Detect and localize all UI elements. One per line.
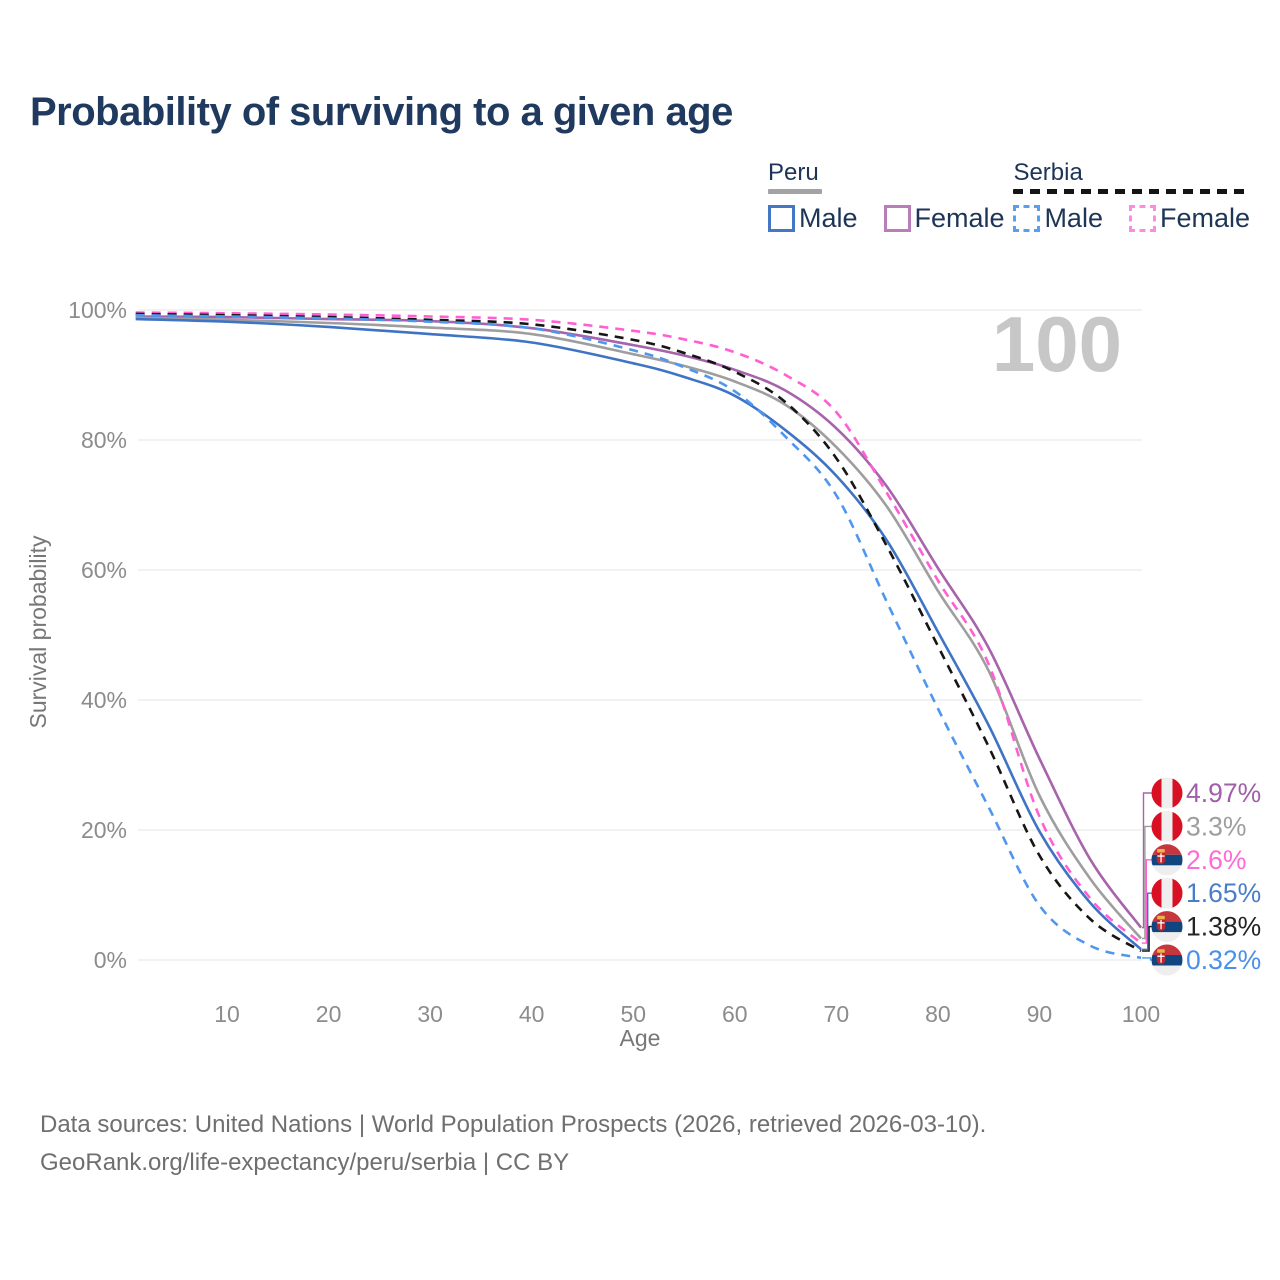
serbia-flag-icon <box>1151 844 1183 876</box>
legend-peru-line-sample <box>768 189 822 194</box>
y-tick-label: 80% <box>81 427 127 453</box>
end-label-leader <box>1142 825 1152 940</box>
y-tick-label: 40% <box>81 687 127 713</box>
legend-item-peru-female[interactable]: Female <box>883 203 1005 234</box>
end-label-leader <box>1142 925 1152 952</box>
peru-male-swatch-icon <box>768 205 795 232</box>
series-line-serbia-female[interactable] <box>135 311 1142 945</box>
end-value-label-serbia: 1.38% <box>1186 912 1261 942</box>
x-tick-label: 30 <box>417 1001 443 1027</box>
end-value-label-peru-male: 1.65% <box>1186 878 1261 908</box>
x-tick-label: 70 <box>824 1001 850 1027</box>
x-tick-label: 80 <box>925 1001 951 1027</box>
source-line: Data sources: United Nations | World Pop… <box>40 1111 987 1138</box>
legend-item-label: Female <box>914 203 1005 233</box>
series-line-peru-female[interactable] <box>135 315 1143 929</box>
age-watermark: 100 <box>992 300 1122 388</box>
peru-flag-icon <box>1151 777 1183 809</box>
gridlines <box>138 309 1142 961</box>
peru-flag-icon <box>1151 810 1183 842</box>
peru-flag-icon <box>1151 877 1183 909</box>
legend-item-peru-male[interactable]: Male <box>768 203 858 234</box>
legend-item-label: Female <box>1159 203 1250 233</box>
legend-item-label: Male <box>799 203 858 233</box>
x-tick-label: 10 <box>214 1001 240 1027</box>
peru-female-swatch-icon <box>883 205 911 232</box>
legend-item-serbia-male[interactable]: Male <box>1013 203 1103 234</box>
y-tick-label: 20% <box>81 817 127 843</box>
axis-labels: 0% 20% 40% 60% 80% 100% 10 20 30 40 50 60 70 80 90 100 <box>68 297 1160 1027</box>
x-tick-label: 20 <box>316 1001 342 1027</box>
legend-group-peru: Peru Male Female <box>768 160 1013 234</box>
x-axis-title: Age <box>620 1025 661 1051</box>
legend-group-serbia-label: Serbia <box>1013 159 1083 186</box>
end-value-label-peru-female: 4.97% <box>1186 778 1261 808</box>
serbia-female-swatch-icon <box>1128 205 1156 232</box>
end-label-leader <box>1142 957 1152 961</box>
legend-serbia-line-sample <box>1013 189 1250 194</box>
x-tick-label: 100 <box>1122 1001 1160 1027</box>
legend: Peru Male Female Serbia Male Female <box>768 160 1250 234</box>
end-value-label-peru: 3.3% <box>1186 811 1246 841</box>
x-tick-label: 40 <box>519 1001 545 1027</box>
serbia-flag-icon <box>1151 944 1183 976</box>
legend-group-serbia: Serbia Male Female <box>1013 160 1250 234</box>
url-line: GeoRank.org/life-expectancy/peru/serbia … <box>40 1149 570 1176</box>
serbia-flag-icon <box>1151 911 1183 943</box>
x-tick-label: 50 <box>620 1001 646 1027</box>
y-tick-label: 100% <box>68 297 127 323</box>
series-line-peru[interactable] <box>135 316 1142 940</box>
series-line-serbia[interactable] <box>135 312 1142 953</box>
legend-item-label: Male <box>1044 203 1103 233</box>
y-tick-label: 0% <box>94 947 127 973</box>
end-label-leader <box>1142 892 1152 950</box>
end-label-leader <box>1142 792 1152 929</box>
legend-item-serbia-female[interactable]: Female <box>1128 203 1250 234</box>
legend-group-peru-label: Peru <box>768 159 819 186</box>
serbia-male-swatch-icon <box>1013 205 1041 232</box>
end-value-label-serbia-male: 0.32% <box>1186 945 1261 975</box>
series-line-serbia-male[interactable] <box>135 313 1142 960</box>
series-line-peru-male[interactable] <box>135 317 1142 951</box>
y-tick-label: 60% <box>81 557 127 583</box>
end-label-leader <box>1142 859 1152 944</box>
x-tick-label: 60 <box>722 1001 748 1027</box>
page-title: Probability of surviving to a given age <box>30 90 733 134</box>
end-value-label-serbia-female: 2.6% <box>1186 845 1246 875</box>
x-tick-label: 90 <box>1027 1001 1053 1027</box>
y-axis-title: Survival probability <box>25 535 51 729</box>
data-source-note: Data sources: United Nations | World Pop… <box>40 1106 986 1182</box>
